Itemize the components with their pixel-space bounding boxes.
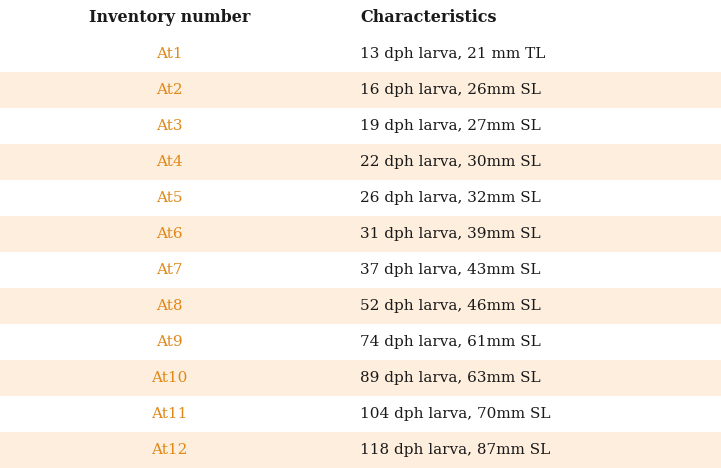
- FancyBboxPatch shape: [0, 432, 721, 468]
- Text: Inventory number: Inventory number: [89, 9, 250, 27]
- FancyBboxPatch shape: [0, 288, 721, 324]
- FancyBboxPatch shape: [0, 72, 721, 108]
- Text: 104 dph larva, 70mm SL: 104 dph larva, 70mm SL: [360, 407, 551, 421]
- FancyBboxPatch shape: [0, 36, 721, 72]
- FancyBboxPatch shape: [0, 360, 721, 396]
- FancyBboxPatch shape: [0, 108, 721, 144]
- Text: At3: At3: [156, 119, 182, 133]
- Text: At9: At9: [156, 335, 182, 349]
- Text: 26 dph larva, 32mm SL: 26 dph larva, 32mm SL: [360, 191, 541, 205]
- FancyBboxPatch shape: [0, 324, 721, 360]
- FancyBboxPatch shape: [0, 144, 721, 180]
- Text: At1: At1: [156, 47, 182, 61]
- Text: 89 dph larva, 63mm SL: 89 dph larva, 63mm SL: [360, 371, 541, 385]
- FancyBboxPatch shape: [0, 396, 721, 432]
- Text: 74 dph larva, 61mm SL: 74 dph larva, 61mm SL: [360, 335, 541, 349]
- Text: At12: At12: [151, 443, 187, 457]
- Text: 19 dph larva, 27mm SL: 19 dph larva, 27mm SL: [360, 119, 541, 133]
- FancyBboxPatch shape: [0, 0, 721, 36]
- Text: At8: At8: [156, 299, 182, 313]
- Text: At11: At11: [151, 407, 187, 421]
- Text: At5: At5: [156, 191, 182, 205]
- Text: At6: At6: [156, 227, 182, 241]
- Text: 118 dph larva, 87mm SL: 118 dph larva, 87mm SL: [360, 443, 551, 457]
- Text: At10: At10: [151, 371, 187, 385]
- Text: At7: At7: [156, 263, 182, 277]
- Text: 13 dph larva, 21 mm TL: 13 dph larva, 21 mm TL: [360, 47, 546, 61]
- Text: 22 dph larva, 30mm SL: 22 dph larva, 30mm SL: [360, 155, 541, 169]
- Text: 16 dph larva, 26mm SL: 16 dph larva, 26mm SL: [360, 83, 541, 97]
- Text: 31 dph larva, 39mm SL: 31 dph larva, 39mm SL: [360, 227, 541, 241]
- FancyBboxPatch shape: [0, 216, 721, 252]
- FancyBboxPatch shape: [0, 252, 721, 288]
- Text: 52 dph larva, 46mm SL: 52 dph larva, 46mm SL: [360, 299, 541, 313]
- FancyBboxPatch shape: [0, 180, 721, 216]
- Text: At4: At4: [156, 155, 182, 169]
- Text: Characteristics: Characteristics: [360, 9, 497, 27]
- Text: At2: At2: [156, 83, 182, 97]
- Text: 37 dph larva, 43mm SL: 37 dph larva, 43mm SL: [360, 263, 541, 277]
